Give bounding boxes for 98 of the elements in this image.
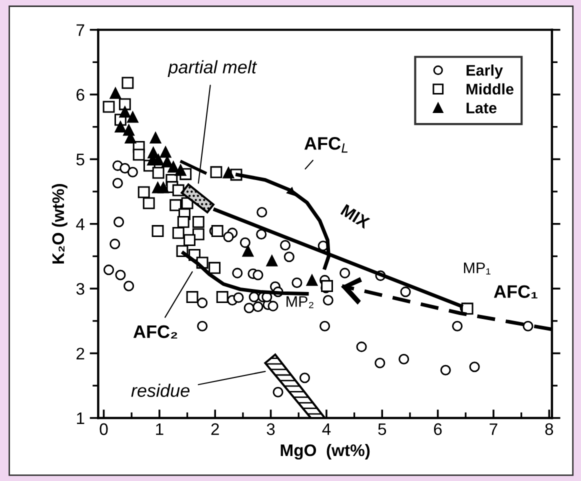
point [400, 286, 411, 298]
annotation: residue [131, 384, 190, 397]
x-tick-label: 5 [378, 423, 386, 436]
x-tick-label: 4 [322, 423, 331, 435]
annotation: AFC₁ [494, 285, 538, 298]
point [322, 294, 334, 306]
point [152, 166, 164, 179]
point [162, 156, 173, 168]
point [210, 166, 222, 178]
y-tick-label: 4 [76, 218, 85, 230]
point [120, 162, 130, 174]
annotation: MIX [340, 204, 371, 229]
point [208, 262, 221, 274]
y-tick-label: 5 [76, 154, 84, 166]
point [222, 167, 234, 178]
point [184, 234, 196, 246]
point [112, 178, 123, 188]
point [268, 300, 278, 312]
x-tick-label: 1 [156, 423, 164, 435]
point [256, 228, 267, 240]
point [142, 197, 155, 210]
point [272, 386, 284, 398]
y-tick-label: 7 [76, 24, 84, 36]
point [242, 245, 254, 257]
point [110, 238, 120, 250]
point [138, 186, 150, 198]
point [115, 270, 126, 280]
point [233, 292, 244, 303]
point [118, 98, 131, 110]
point [119, 106, 131, 118]
point [299, 372, 310, 384]
point [110, 88, 122, 99]
point [356, 342, 367, 352]
point [114, 216, 124, 228]
point [240, 237, 250, 248]
x-tick-label: 8 [545, 423, 554, 436]
point [216, 291, 228, 303]
point [211, 225, 224, 237]
annotation: AFC₂ [133, 325, 178, 338]
point [124, 280, 134, 292]
y-tick-label: 3 [76, 283, 84, 295]
point [252, 270, 264, 280]
point [122, 76, 134, 89]
point [292, 278, 302, 288]
y-tick-label: 2 [76, 348, 84, 360]
point [172, 226, 184, 239]
point [256, 206, 268, 218]
point [306, 274, 318, 286]
legend-label: Late [466, 102, 497, 114]
x-tick-label: 6 [434, 423, 442, 436]
x-axis-title: MgO (wt%) [280, 444, 370, 460]
point [320, 320, 330, 332]
point [266, 255, 278, 266]
point [252, 301, 264, 312]
point [223, 232, 234, 242]
point [522, 320, 534, 332]
point [321, 280, 333, 292]
legend-label: Early [466, 64, 503, 79]
x-tick-label: 7 [490, 423, 498, 435]
point [192, 216, 204, 228]
point [168, 161, 179, 173]
point [280, 240, 291, 251]
point [398, 354, 410, 364]
x-tick-label: 2 [211, 423, 219, 435]
point [158, 182, 169, 194]
point [232, 268, 243, 278]
annotation: MP₁ [464, 262, 490, 274]
point [186, 291, 198, 303]
y-tick-label: 1 [76, 412, 84, 424]
point [127, 112, 138, 123]
annotation: AFC$_{L}$ [304, 137, 348, 153]
point [284, 252, 294, 262]
x-tick-label: 3 [266, 423, 275, 436]
point [102, 100, 115, 113]
x-tick-label: 0 [100, 423, 108, 436]
point [440, 364, 451, 376]
y-axis-title: K₂O (wt%) [52, 184, 68, 264]
point [452, 320, 463, 332]
point [374, 358, 386, 368]
annotation: MP₂ [286, 296, 314, 308]
point [152, 225, 164, 237]
point [244, 302, 254, 314]
point [177, 216, 190, 228]
point [150, 132, 162, 144]
point [469, 362, 480, 372]
point [174, 164, 186, 176]
point [160, 146, 172, 158]
point [114, 121, 126, 132]
point [132, 148, 145, 161]
legend-label: Middle [466, 83, 514, 95]
point [170, 199, 182, 212]
y-tick-label: 6 [76, 88, 84, 101]
point [197, 298, 208, 308]
point [340, 268, 350, 278]
annotation: partial melt [168, 60, 258, 78]
point [197, 320, 208, 332]
point [127, 166, 138, 178]
point [103, 264, 114, 276]
